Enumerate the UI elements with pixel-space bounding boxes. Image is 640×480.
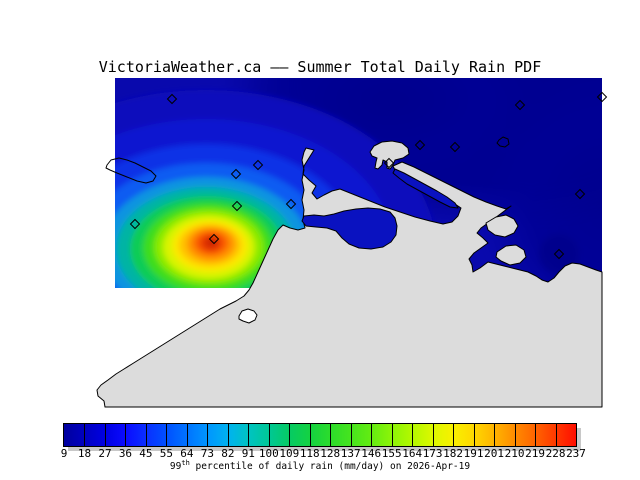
island-strait-north <box>485 214 519 238</box>
colorbar-tick-label: 100 <box>258 447 279 460</box>
caption-prefix: 99 <box>169 461 182 473</box>
colorbar-cell-separator <box>186 424 188 446</box>
colorbar-tick-label: 146 <box>361 447 382 460</box>
land-layer <box>96 136 603 408</box>
colorbar-cell-separator <box>248 424 250 446</box>
station-markers <box>129 91 608 260</box>
colorbar-cell-separator <box>289 424 291 446</box>
islet-outline-west <box>105 157 157 184</box>
mainland-coastline <box>96 147 603 408</box>
colorbar-cell-separator <box>473 424 475 446</box>
colorbar-cell-separator <box>514 424 516 446</box>
colorbar-tick-label: 137 <box>340 447 361 460</box>
page-title: VictoriaWeather.ca —— Summer Total Daily… <box>98 58 542 76</box>
colorbar-cell-separator <box>104 424 106 446</box>
station-diamond-marker <box>230 168 242 180</box>
colorbar-cell-separator <box>227 424 229 446</box>
colorbar-cell-separator <box>350 424 352 446</box>
colorbar-tick-label: 219 <box>525 447 545 460</box>
colorbar-cell-separator <box>535 424 537 446</box>
colorbar-cell-separator <box>432 424 434 446</box>
colorbar-tick-label: 55 <box>159 447 174 460</box>
colorbar-tick-labels: 9 18 27 36 45 55 64 73 82 91 100 109 118 128 137 146 155… <box>60 447 586 460</box>
station-diamond-marker <box>553 248 565 260</box>
station-diamond-marker <box>514 99 526 111</box>
station-diamond-marker <box>129 218 141 230</box>
colorbar-cell-separator <box>84 424 86 446</box>
colorbar-tick-label: 36 <box>118 447 133 460</box>
station-diamond-marker <box>231 200 243 212</box>
harbour-bay <box>301 207 398 250</box>
colorbar-tick-label: 118 <box>299 447 320 460</box>
station-diamond-marker <box>596 91 608 103</box>
colorbar-tick-label: 201 <box>484 447 505 460</box>
colorbar-tick-label: 45 <box>139 447 153 460</box>
colorbar-tick-label: 237 <box>566 447 586 460</box>
station-diamond-marker <box>414 139 426 151</box>
colorbar-tick-label: 228 <box>545 447 566 460</box>
colorbar-caption: 99th percentile of daily rain (mm/day) o… <box>0 459 640 472</box>
station-diamond-marker <box>449 141 461 153</box>
colorbar-tick-label: 155 <box>381 447 402 460</box>
station-diamond-marker <box>285 198 297 210</box>
station-diamond-marker <box>383 157 395 169</box>
colorbar-tick-label: 164 <box>402 447 423 460</box>
colorbar-cell-separator <box>371 424 373 446</box>
colorbar-tick-label: 73 <box>200 447 214 460</box>
colorbar-tick-label: 18 <box>77 447 92 460</box>
colorbar-tick-label: 82 <box>221 447 235 460</box>
island-hooked <box>369 140 410 170</box>
colorbar-tick-label: 27 <box>98 447 112 460</box>
caption-superscript: th <box>181 459 190 467</box>
colorbar-tick-label: 191 <box>463 447 484 460</box>
colorbar-cell-separator <box>125 424 127 446</box>
colorbar-cell-separator <box>412 424 414 446</box>
colorbar-cell-separator <box>555 424 557 446</box>
colorbar-cell-separator <box>166 424 168 446</box>
colorbar-cell-separator <box>309 424 311 446</box>
colorbar-cell-separator <box>145 424 147 446</box>
station-diamond-marker <box>208 233 220 245</box>
colorbar-cell-separator <box>453 424 455 446</box>
colorbar-cell-separator <box>268 424 270 446</box>
station-diamond-marker <box>252 159 264 171</box>
colorbar-tick-label: 9 <box>60 447 68 460</box>
colorbar-tick-label: 182 <box>443 447 464 460</box>
colorbar-tick-label: 91 <box>241 447 255 460</box>
colorbar-cell-separator <box>494 424 496 446</box>
colorbar-tick-label: 109 <box>279 447 300 460</box>
colorbar-cell-separator <box>207 424 209 446</box>
colorbar-cell-separator <box>391 424 393 446</box>
station-diamond-marker <box>166 93 178 105</box>
field-contours <box>115 78 602 288</box>
caption-rest: percentile of daily rain (mm/day) on 202… <box>189 461 471 473</box>
colorbar-tick-label: 173 <box>422 447 443 460</box>
inlet-channel <box>392 168 459 209</box>
colorbar <box>63 423 577 447</box>
colorbar-tick-label: 128 <box>320 447 341 460</box>
island-strait-south <box>495 244 527 266</box>
islet-outline-east <box>496 136 510 148</box>
lake <box>238 308 258 324</box>
colorbar-cell-separator <box>330 424 332 446</box>
colorbar-tick-label: 64 <box>180 447 194 460</box>
station-diamond-marker <box>574 188 586 200</box>
colorbar-tick-label: 210 <box>504 447 525 460</box>
